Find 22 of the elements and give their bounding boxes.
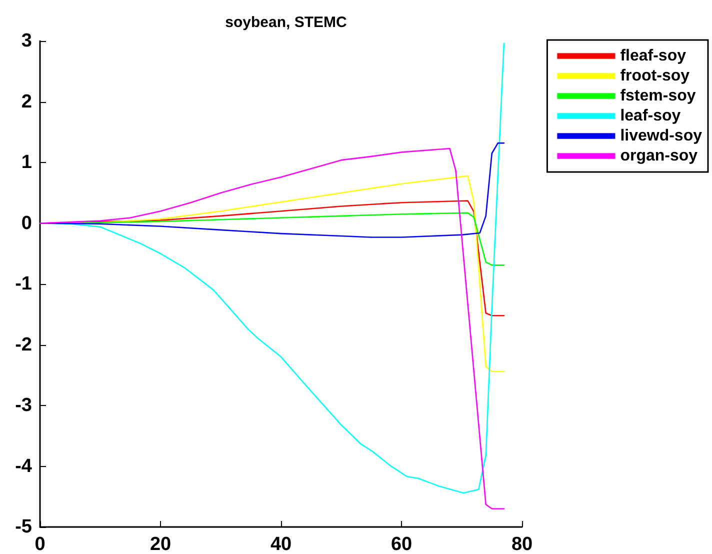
y-tick-label: -4 [15, 456, 32, 477]
y-tick-label: -2 [15, 334, 32, 356]
chart-title: soybean, STEMC [225, 14, 348, 31]
y-tick-label: -5 [15, 516, 32, 538]
y-tick-label: 0 [21, 212, 32, 234]
legend-label: froot-soy [620, 68, 690, 84]
y-tick-label: -3 [15, 395, 32, 416]
x-tick-label: 60 [390, 534, 412, 554]
y-tick-label: 1 [21, 152, 32, 173]
y-tick-label: 2 [21, 91, 32, 112]
x-tick-label: 20 [150, 534, 172, 554]
line-series [39, 148, 505, 510]
x-tick-label: 40 [270, 534, 292, 554]
x-tick-label: 0 [34, 534, 46, 554]
legend-label: organ-soy [620, 148, 698, 164]
legend-label: fstem-soy [620, 88, 696, 104]
y-tick-label: -1 [15, 274, 32, 294]
legend-label: livewd-soy [620, 128, 702, 144]
legend-label: fleaf-soy [620, 48, 686, 64]
y-tick-label: 3 [21, 30, 32, 52]
x-tick-label: 80 [511, 534, 533, 554]
legend-label: leaf-soy [620, 108, 681, 124]
